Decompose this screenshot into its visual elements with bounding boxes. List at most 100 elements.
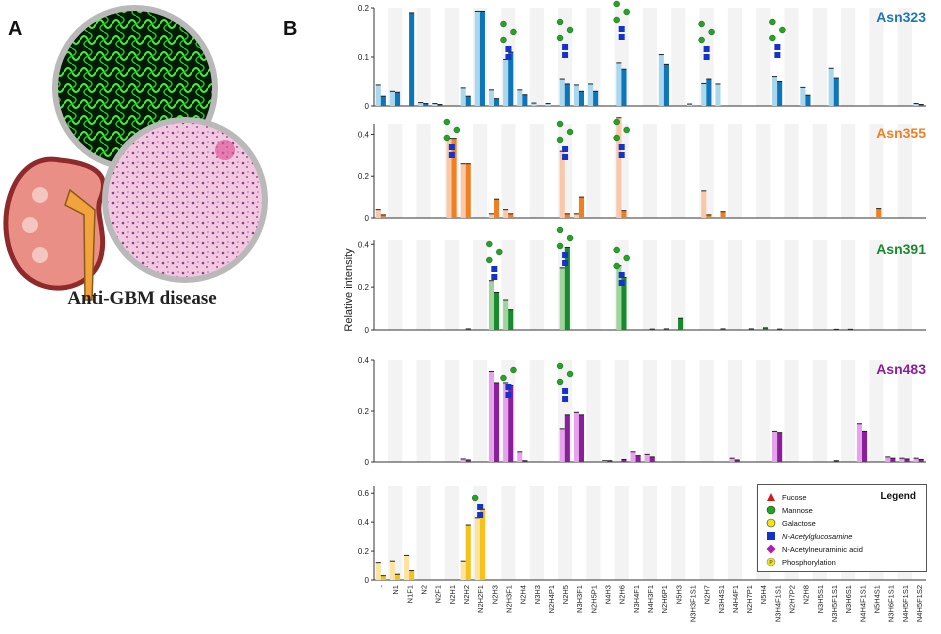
glcnac-icon	[703, 46, 710, 52]
bar-dark-N2H3F1	[508, 385, 514, 462]
bar-light-N4H5F1S1	[899, 458, 905, 462]
bar-light-N2H2	[460, 561, 466, 580]
legend-label: Phosphorylation	[782, 557, 836, 567]
bar-light-N2	[418, 102, 424, 106]
y-tick-label: 0.2	[358, 4, 370, 13]
x-tick-label-N2H2F1: N2H2F1	[476, 585, 485, 613]
bar-dark-N2H5	[564, 83, 570, 106]
green-circle-icon	[764, 505, 778, 515]
panel-title-asn355: Asn355	[876, 125, 926, 141]
bar-dark-N3H3F1	[578, 91, 585, 106]
mannose-icon	[613, 0, 620, 8]
column-shade	[784, 124, 799, 218]
bar-light-N2H5	[559, 151, 565, 218]
mannose-icon	[623, 254, 630, 262]
x-tick-label-N2: N2	[420, 585, 429, 595]
bar-dark-N5H4S1	[876, 208, 882, 218]
blue-square-icon	[764, 531, 778, 541]
bar-light-N2H2	[460, 458, 466, 462]
x-tick-label--: -	[377, 585, 386, 588]
y-tick-label: 0.2	[358, 172, 370, 181]
y-tick-label: 0.4	[358, 356, 370, 365]
mannose-icon	[698, 20, 705, 28]
column-shade	[812, 360, 827, 462]
bar-dark-N2H5	[564, 247, 570, 330]
bar-dark-N4H5F1S1	[904, 458, 910, 462]
mannose-icon	[500, 36, 507, 44]
legend-label: N-Acetylneuraminic acid	[782, 544, 863, 554]
column-shade	[784, 240, 799, 330]
bar-light-N2H5	[559, 428, 565, 462]
bar-dark-N2H2F1	[479, 11, 485, 106]
purple-diamond-icon	[764, 544, 778, 554]
svg-text:P: P	[769, 560, 773, 566]
bar-light-N2H3F1	[503, 300, 509, 330]
y-tick-label: 0.4	[358, 130, 370, 139]
bar-light-N2H3	[488, 213, 495, 218]
glcnac-icon	[703, 54, 710, 60]
bar-dark-N2H6	[621, 69, 627, 106]
mannose-icon	[623, 8, 630, 16]
bar-dark-N2H2	[465, 163, 471, 218]
mannose-icon	[556, 120, 564, 128]
bar-light-N3H3F1	[573, 213, 579, 218]
bar-light-N2H3F1	[503, 209, 509, 218]
column-shade	[727, 240, 742, 330]
column-shade	[841, 8, 856, 106]
bar-dark-N2H7P1	[748, 328, 754, 330]
bar-dark-N2H5	[564, 213, 570, 218]
mannose-icon	[556, 34, 564, 42]
column-shade	[614, 360, 629, 462]
bar-dark-N5H4	[762, 327, 769, 330]
bar-light-N4H5F1S2	[913, 458, 919, 462]
column-shade	[784, 360, 799, 462]
glcnac-icon	[562, 260, 569, 266]
bar-dark--	[380, 96, 386, 106]
column-shade	[812, 8, 827, 106]
column-shade	[444, 486, 459, 580]
x-tick-label-N3H3F1S1: N3H3F1S1	[688, 585, 697, 622]
bar-dark--	[380, 575, 386, 580]
bar-dark-N2H6	[621, 459, 627, 462]
bar-light-N2H6P1	[658, 54, 664, 106]
column-shade	[529, 124, 544, 218]
bar-dark-N2H6P1	[663, 328, 669, 330]
bar-dark-N2H3	[494, 199, 500, 218]
mannose-icon	[769, 18, 776, 26]
bar-dark-N5H3	[678, 318, 684, 330]
bar-dark-N2H2F1	[479, 509, 485, 580]
bar-light-N1	[389, 91, 395, 106]
glycan-icon	[556, 226, 574, 266]
bar-light-N3H3F1S1	[687, 104, 693, 106]
mannose-icon	[443, 134, 451, 142]
mannose-icon	[443, 118, 451, 126]
column-shade	[699, 486, 714, 580]
bar-dark-N2H2	[465, 525, 471, 580]
bar-light-N3H4F1S1	[772, 431, 778, 462]
legend-label: Galactose	[782, 518, 816, 528]
bar-light--	[375, 209, 381, 218]
column-shade	[586, 124, 601, 218]
column-shade	[444, 240, 459, 330]
bar-dark-N1F1	[409, 12, 415, 106]
bar-light-N2H7	[701, 190, 707, 218]
y-tick-label: 0.2	[358, 283, 370, 292]
y-axis-label: Relative intensity	[343, 248, 355, 332]
x-tick-label-N1F1: N1F1	[405, 585, 414, 603]
glycan-icon	[613, 118, 630, 158]
y-tick-label: 0.6	[358, 489, 370, 498]
mannose-icon	[510, 28, 517, 36]
column-shade	[586, 486, 601, 580]
panel-title-asn391: Asn391	[876, 241, 926, 257]
legend-label: N-Acetylglucosamine	[782, 531, 853, 541]
x-tick-label-N2H8: N2H8	[802, 585, 811, 604]
bar-dark-N4H5F1S2	[918, 459, 924, 462]
mannose-icon	[556, 242, 564, 250]
x-tick-label-N2H3: N2H3	[490, 585, 499, 604]
glcnac-icon	[505, 392, 512, 398]
x-tick-label-N1: N1	[391, 585, 400, 595]
bar-light-N3H4F1	[630, 451, 636, 462]
y-tick-label: 0	[365, 102, 370, 111]
x-tick-label-N3H5F1S1: N3H5F1S1	[830, 585, 839, 622]
x-tick-label-N2H4: N2H4	[519, 585, 528, 604]
